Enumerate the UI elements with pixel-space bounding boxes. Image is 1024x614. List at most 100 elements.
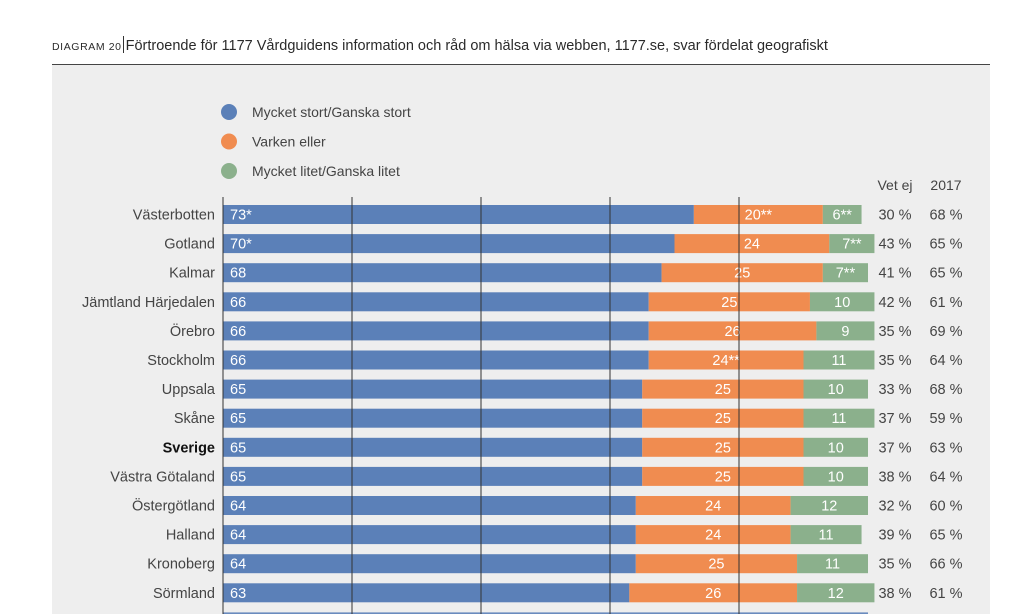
data-label: 25 — [715, 411, 731, 427]
bar-segment-3 — [790, 496, 868, 515]
legend-swatch-2 — [221, 133, 237, 150]
bar-segment-2 — [635, 496, 791, 515]
data-label: 10 — [828, 382, 844, 398]
bar-segment-2 — [642, 408, 804, 428]
data-label: 65 — [230, 382, 246, 398]
column-value: 64 % — [929, 469, 962, 485]
bar-segment-3 — [829, 234, 875, 254]
data-label: 65 — [230, 440, 246, 456]
data-label: 9 — [841, 324, 849, 340]
data-label: 66 — [230, 324, 246, 340]
data-label: 26 — [724, 324, 740, 340]
bar-segment-3 — [797, 554, 868, 574]
column-value: 37 % — [878, 440, 911, 456]
legend-label-1: Mycket stort/Ganska stort — [252, 104, 411, 120]
legend-label-2: Varken eller — [252, 134, 326, 150]
chart-panel: Mycket stort/Ganska stort Varken eller Myc… — [52, 65, 990, 614]
data-label: 25 — [715, 440, 731, 456]
category-label: Jämtland Härjedalen — [82, 295, 215, 311]
category-label: Östergötland — [132, 497, 215, 515]
data-label: 10 — [828, 469, 844, 485]
bar-segment-2 — [642, 379, 804, 399]
data-label: 20** — [745, 208, 773, 224]
column-value: 39 % — [878, 528, 911, 544]
chart-title: DIAGRAM 20 Förtroende för 1177 Vårdguiden… — [52, 36, 828, 54]
category-label: Sverige — [163, 440, 215, 456]
data-label: 12 — [821, 499, 837, 515]
bar-segment-1 — [223, 496, 636, 515]
data-label: 64 — [230, 528, 246, 544]
category-label: Västerbotten — [133, 208, 215, 224]
bar-segment-3 — [816, 321, 875, 341]
data-label: 11 — [819, 528, 834, 544]
column-value: 42 % — [878, 295, 911, 311]
column-value: 63 % — [929, 440, 962, 456]
data-label: 24 — [705, 499, 721, 515]
data-label: 68 — [230, 266, 246, 282]
column-value: 61 % — [929, 295, 962, 311]
bar-segment-2 — [648, 292, 810, 312]
column-value: 35 % — [878, 324, 911, 340]
title-separator — [122, 36, 124, 53]
category-label: Halland — [166, 528, 215, 544]
stacked-bar-chart: Mycket stort/Ganska stort Varken eller Myc… — [82, 104, 963, 614]
data-label: 64 — [230, 499, 246, 515]
bar-segment-1 — [223, 466, 643, 486]
title-rule — [52, 64, 990, 65]
diagram-label: DIAGRAM 20 — [52, 41, 122, 53]
bar-segment-1 — [223, 350, 649, 370]
column-value: 65 % — [929, 528, 962, 544]
column-value: 33 % — [878, 382, 911, 398]
column-value: 66 % — [929, 557, 962, 573]
column-value: 30 % — [878, 208, 911, 224]
data-label: 65 — [230, 469, 246, 485]
bar-segment-3 — [803, 466, 868, 486]
legend-swatch-3 — [221, 163, 237, 179]
column-value: 65 % — [929, 266, 962, 282]
bar-segment-2 — [648, 350, 804, 370]
data-label: 10 — [834, 295, 850, 311]
category-label: Västra Götaland — [110, 469, 215, 485]
bar-segment-1 — [223, 379, 643, 399]
bar-segment-1 — [223, 437, 643, 457]
data-label: 73* — [230, 208, 252, 224]
bar-segment-1 — [223, 234, 675, 254]
category-label: Kronoberg — [147, 557, 215, 573]
data-label: 7** — [836, 266, 856, 282]
data-label: 12 — [828, 586, 844, 602]
bar-segment-3 — [822, 205, 862, 224]
bar-segment-3 — [803, 408, 875, 428]
column-value: 59 % — [929, 411, 962, 427]
data-label: 10 — [828, 440, 844, 456]
column-value: 68 % — [929, 382, 962, 398]
data-label: 24 — [705, 528, 721, 544]
column-value: 32 % — [878, 499, 911, 515]
legend-swatch-1 — [221, 104, 237, 120]
diagram-title-text: Förtroende för 1177 Vårdguidens informat… — [125, 38, 828, 54]
bar-segment-2 — [661, 263, 823, 283]
column-value: 38 % — [878, 469, 911, 485]
bar-segment-2 — [629, 583, 798, 603]
data-label: 65 — [230, 411, 246, 427]
column-value: 61 % — [929, 586, 962, 602]
column-value: 37 % — [878, 411, 911, 427]
column-header-1: Vet ej — [877, 177, 912, 193]
bar-segment-2 — [642, 437, 804, 457]
column-value: 35 % — [878, 353, 911, 369]
category-label: Uppsala — [162, 382, 216, 398]
data-label: 11 — [825, 557, 840, 573]
data-label: 66 — [230, 353, 246, 369]
bar-segment-3 — [803, 379, 868, 399]
bar-segment-1 — [223, 554, 636, 574]
data-label: 25 — [715, 382, 731, 398]
data-label: 25 — [708, 557, 724, 573]
category-label: Gotland — [164, 237, 215, 253]
data-label: 11 — [831, 353, 846, 369]
bar-segment-2 — [674, 234, 830, 254]
bar-segment-1 — [223, 321, 649, 341]
data-label: 24** — [712, 353, 740, 369]
column-value: 69 % — [929, 324, 962, 340]
category-label: Skåne — [174, 411, 215, 427]
category-label: Stockholm — [147, 353, 215, 369]
data-label: 26 — [705, 586, 721, 602]
